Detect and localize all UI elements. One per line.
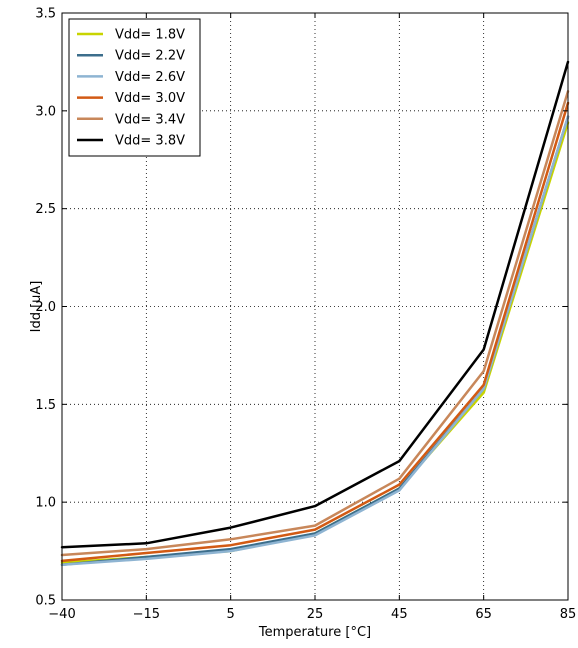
y-axis-label: Idd [uA] [29, 281, 44, 333]
x-tick-label: 5 [227, 607, 235, 622]
grid [62, 13, 568, 600]
x-tick-label: −15 [133, 607, 160, 622]
series-line-3 [60, 115, 570, 567]
x-tick-label: 85 [560, 607, 577, 622]
legend: Vdd= 1.8V Vdd= 2.2V Vdd= 2.6V Vdd= 3.0V Vdd=… [68, 18, 201, 157]
y-tick-label: 0.5 [35, 594, 56, 609]
legend-label: Vdd= 3.8V [115, 134, 185, 149]
y-tick-label: 2.0 [35, 300, 56, 315]
y-tick-label: 1.5 [35, 398, 56, 413]
series-lines [60, 60, 570, 567]
series-line-5 [60, 90, 570, 557]
y-tick-label: 3.5 [35, 7, 56, 22]
legend-label: Vdd= 2.6V [115, 70, 185, 85]
y-tick-label: 1.0 [35, 496, 56, 511]
y-tick-label: 2.5 [35, 202, 56, 217]
x-tick-label: 45 [391, 607, 408, 622]
legend-label: Vdd= 3.0V [115, 91, 185, 106]
series-line-6 [60, 60, 570, 549]
legend-items: Vdd= 1.8V Vdd= 2.2V Vdd= 2.6V Vdd= 3.0V Vdd=… [77, 28, 185, 149]
y-tick-label: 3.0 [35, 104, 56, 119]
legend-label: Vdd= 1.8V [115, 28, 185, 43]
x-axis-label: Temperature [°C] [258, 625, 371, 640]
legend-label: Vdd= 2.2V [115, 49, 185, 64]
x-tick-label: 65 [475, 607, 492, 622]
x-tick-labels: −40 −15 5 25 45 65 85 [48, 607, 576, 622]
y-tick-labels: 0.5 1.0 1.5 2.0 2.5 3.0 3.5 [35, 7, 56, 609]
x-tick-label: −40 [48, 607, 75, 622]
legend-label: Vdd= 3.4V [115, 112, 185, 127]
tick-marks [61, 12, 569, 601]
legend-box [68, 18, 201, 157]
x-tick-label: 25 [307, 607, 324, 622]
series-line-4 [60, 101, 570, 563]
